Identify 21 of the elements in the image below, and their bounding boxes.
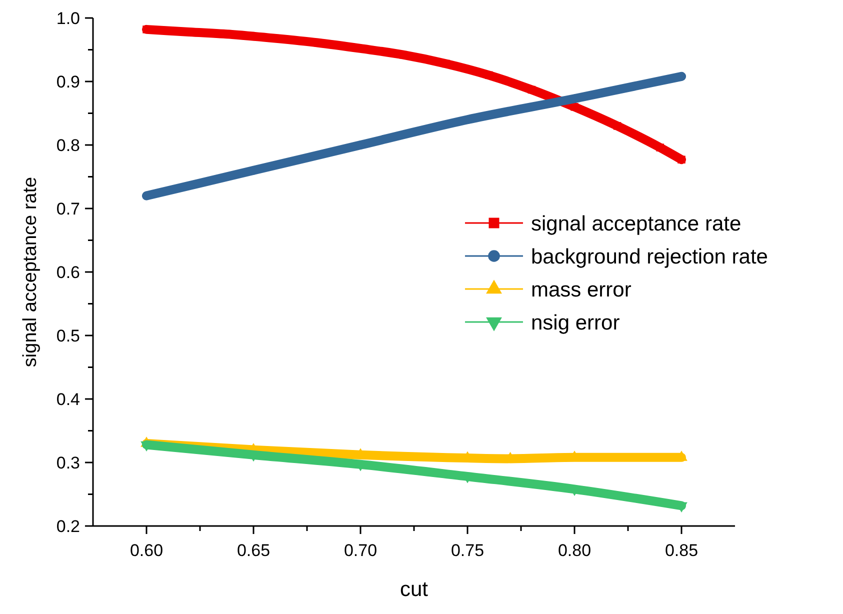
legend-label: mass error	[531, 278, 632, 302]
legend-label: signal acceptance rate	[531, 212, 742, 236]
y-tick-label: 1.0	[56, 8, 80, 28]
x-tick-label: 0.60	[130, 541, 164, 560]
y-tick-label: 0.9	[56, 72, 80, 92]
y-tick-label: 0.6	[56, 262, 80, 282]
y-tick-label: 0.2	[56, 516, 80, 536]
x-tick-label: 0.65	[236, 541, 270, 560]
y-tick-label: 0.8	[56, 136, 80, 155]
y-axis-title: signal acceptance rate	[20, 176, 41, 368]
x-tick-label: 0.85	[664, 541, 698, 560]
y-tick-label: 0.4	[56, 390, 80, 409]
y-tick-label: 0.3	[56, 453, 80, 472]
y-tick-label: 0.5	[56, 326, 80, 346]
legend-label: nsig error	[531, 311, 620, 334]
x-axis-title: cut	[400, 578, 428, 601]
x-tick-label: 0.75	[450, 541, 484, 560]
y-tick-label: 0.7	[56, 199, 80, 218]
legend-label: background rejection rate	[531, 245, 768, 268]
x-tick-label: 0.80	[558, 541, 592, 560]
x-tick-label: 0.70	[344, 541, 378, 560]
